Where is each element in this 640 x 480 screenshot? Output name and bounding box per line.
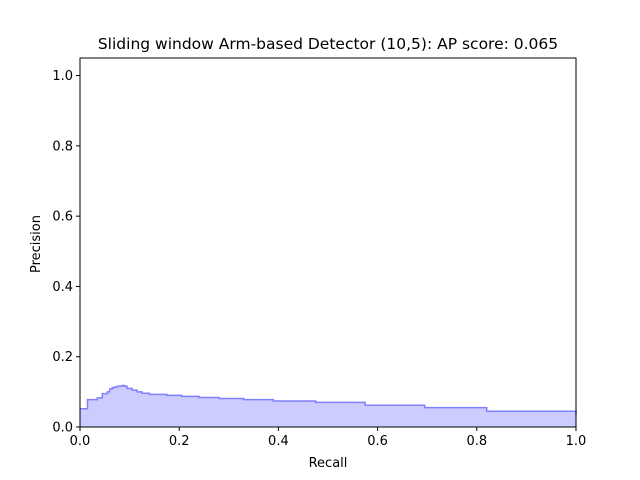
y-tick-label: 0.2 — [52, 350, 73, 365]
precision-step-line — [80, 384, 577, 416]
y-tick-label: 0.0 — [52, 421, 73, 436]
x-tick-label: 1.0 — [566, 434, 587, 449]
x-axis-label: Recall — [309, 456, 348, 471]
y-tick-label: 0.4 — [52, 280, 73, 295]
x-tick-label: 0.8 — [466, 434, 487, 449]
y-tick-label: 0.6 — [52, 210, 73, 225]
y-tick-label: 0.8 — [52, 139, 73, 154]
x-tick-label: 0.2 — [169, 434, 190, 449]
precision-area-fill — [80, 385, 576, 427]
x-tick-label: 0.6 — [367, 434, 388, 449]
chart-title: Sliding window Arm-based Detector (10,5)… — [98, 35, 558, 53]
x-tick-label: 0.4 — [268, 434, 289, 449]
plot-frame — [79, 57, 577, 428]
y-tick-label: 1.0 — [52, 69, 73, 84]
y-axis-label: Precision — [29, 215, 44, 273]
x-tick-label: 0.0 — [70, 434, 91, 449]
plot-area: 0.0 0.2 0.4 0.6 0.8 1.0 0.0 0.2 0.4 0.6 0.8 1.0 — [52, 57, 587, 449]
